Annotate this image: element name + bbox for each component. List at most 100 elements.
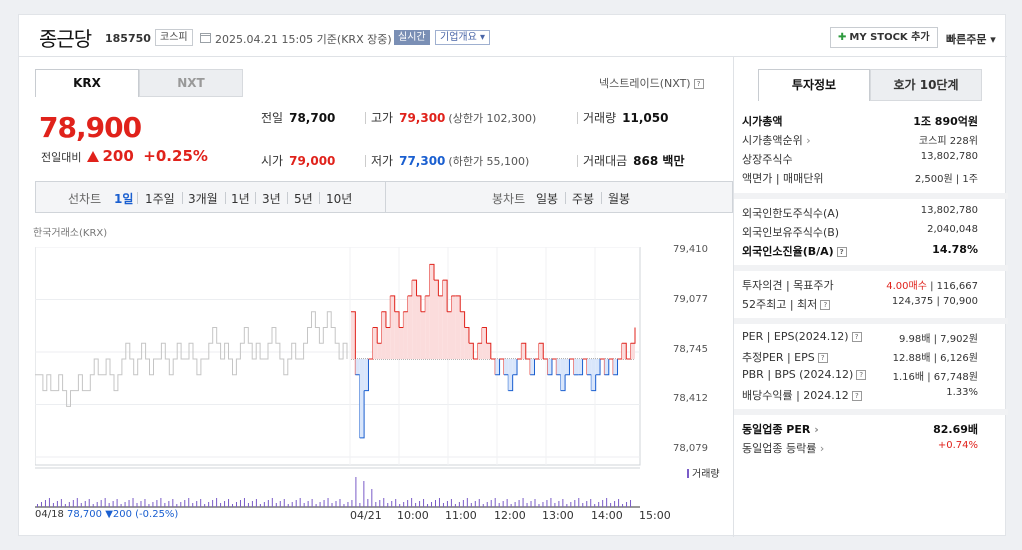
volume-bar — [112, 501, 114, 507]
period-3m[interactable]: 3개월 — [188, 192, 218, 206]
pbr-bps-row: PBR | BPS (2024.12)? 1.16배 | 67,748원 — [742, 368, 978, 386]
help-icon[interactable]: ? — [851, 391, 862, 401]
candle-monthly[interactable]: 월봉 — [608, 192, 631, 206]
help-icon[interactable]: ? — [817, 353, 828, 363]
price-line-segment — [512, 359, 518, 376]
area-fill — [442, 280, 448, 360]
calendar-icon — [200, 33, 211, 43]
period-1w[interactable]: 1주일 — [145, 192, 175, 206]
volume-bar — [96, 502, 98, 507]
volume-bar — [319, 502, 321, 507]
volume-bar — [84, 501, 86, 507]
add-my-stock-button[interactable]: ✚ MY STOCK 추가 — [830, 27, 938, 48]
volume-bar — [407, 500, 409, 507]
tab-nxt[interactable]: NXT — [139, 69, 243, 97]
stock-code: 185750 — [105, 32, 151, 45]
price-chart[interactable] — [35, 247, 655, 509]
price-line-segment — [390, 295, 396, 312]
row-value: 82.69배 — [933, 423, 978, 436]
price-line-segment — [359, 390, 365, 439]
area-fill — [399, 327, 404, 360]
volume-bar — [156, 500, 158, 507]
volume-bar — [522, 498, 524, 507]
help-icon[interactable]: ? — [851, 332, 862, 342]
volume-bar — [152, 502, 154, 507]
volume-bar — [291, 502, 293, 507]
week52-row: 52주최고 | 최저? 124,375 | 70,900 — [742, 296, 978, 314]
y-tick: 78,079 — [673, 443, 708, 454]
company-info-dropdown[interactable]: 기업개요 ▾ — [435, 30, 490, 45]
candle-chart-label[interactable]: 봉차트 — [492, 192, 526, 206]
volume-bar — [136, 503, 138, 507]
volume-bar — [626, 502, 628, 507]
volume-bar — [224, 501, 226, 507]
volume-bar — [359, 503, 361, 507]
area-fill — [530, 359, 535, 375]
period-10y[interactable]: 10년 — [326, 192, 353, 206]
area-fill — [438, 295, 443, 360]
volume-bar — [399, 504, 401, 507]
prev-day-change: ▼200 (-0.25%) — [105, 509, 179, 520]
volume-bar — [132, 498, 134, 507]
volume-bar — [335, 501, 337, 507]
row-value: 2,500원 | 1주 — [914, 174, 978, 185]
market-cap-rank-row[interactable]: 시가총액순위 코스피 228위 — [742, 132, 978, 150]
area-fill — [578, 359, 583, 375]
nextrade-link[interactable]: 넥스트레이드(NXT)? — [599, 75, 704, 91]
area-fill — [403, 311, 408, 360]
sector-change-row[interactable]: 동일업종 등락률 +0.74% — [742, 440, 978, 458]
candle-weekly[interactable]: 주봉 — [572, 192, 595, 206]
period-1y[interactable]: 1년 — [231, 192, 250, 206]
plus-icon: ✚ — [838, 32, 847, 43]
candle-daily[interactable]: 일봉 — [536, 192, 559, 206]
row-value: 13,802,780 — [920, 205, 978, 216]
volume-bar — [176, 504, 178, 507]
row-label: 외국인한도주식수(A) — [742, 207, 840, 220]
realtime-badge: 실시간 — [394, 30, 430, 45]
price-line-segment — [582, 358, 588, 375]
volume-bar — [196, 501, 198, 507]
volume-bar — [550, 498, 552, 507]
quick-order-button[interactable]: 빠른주문 ▾ — [946, 33, 996, 46]
row-label: PBR | BPS (2024.12)? — [742, 368, 867, 381]
volume-bar — [462, 500, 464, 507]
sector-per-row[interactable]: 동일업종 PER 82.69배 — [742, 421, 978, 439]
quote-open-label: 시가 — [261, 154, 284, 168]
quote-low-value: 77,300 — [399, 154, 446, 168]
area-fill — [586, 359, 592, 375]
row-label-text: 배당수익률 | 2024.12 — [742, 389, 849, 402]
chart-source: 한국거래소(KRX) — [33, 228, 108, 239]
help-icon[interactable]: ? — [693, 79, 704, 89]
row-label-text: PBR | BPS (2024.12) — [742, 368, 854, 381]
row-label: 시가총액순위 — [742, 132, 811, 148]
row-value: 14.78% — [932, 243, 978, 256]
tab-orderbook[interactable]: 호가 10단계 — [870, 69, 982, 101]
volume-bar — [442, 503, 444, 507]
line-chart-label[interactable]: 선차트 — [68, 192, 102, 206]
volume-bar — [586, 501, 588, 507]
volume-bar — [303, 503, 305, 507]
market-badge: 코스피 — [155, 29, 193, 46]
help-icon[interactable]: ? — [856, 370, 867, 380]
tab-investment-info[interactable]: 투자정보 — [758, 69, 870, 101]
period-5y[interactable]: 5년 — [294, 192, 313, 206]
volume-bar — [582, 503, 584, 507]
period-1d[interactable]: 1일 — [114, 192, 134, 206]
area-fill — [355, 359, 360, 375]
chart-toolbar: 선차트 1일 1주일 3개월 1년 3년 5년 10년 봉차트 일봉 주봉 월봉 — [35, 181, 733, 213]
tab-krx[interactable]: KRX — [35, 69, 139, 97]
volume-bar — [598, 502, 600, 507]
area-fill — [464, 327, 469, 360]
row-label: 추정PER | EPS? — [742, 349, 828, 365]
volume-legend: 거래량 — [687, 465, 720, 480]
help-icon[interactable]: ? — [820, 300, 831, 310]
price-line-segment — [613, 359, 619, 376]
volume-bar — [180, 502, 182, 507]
volume-bar — [530, 501, 532, 507]
period-3y[interactable]: 3년 — [262, 192, 281, 206]
row-label: 투자의견 | 목표주가 — [742, 279, 834, 292]
help-icon[interactable]: ? — [836, 247, 847, 257]
par-value-row: 액면가 | 매매단위 2,500원 | 1주 — [742, 170, 978, 188]
volume-bar — [204, 504, 206, 507]
row-label: 액면가 | 매매단위 — [742, 172, 824, 185]
